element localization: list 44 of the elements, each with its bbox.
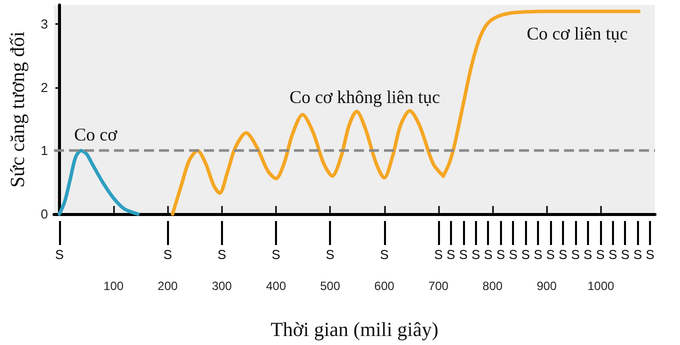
y-axis-title: Sức căng tương đối xyxy=(7,30,29,188)
ref-line-label: S xyxy=(326,247,335,262)
ref-line-label: S xyxy=(484,247,493,262)
x-tick-label: 1000 xyxy=(588,279,615,293)
ref-line-label: S xyxy=(534,247,543,262)
y-tick-label: 1 xyxy=(40,143,48,158)
ref-line-label: S xyxy=(272,247,281,262)
x-tick-label: 400 xyxy=(266,279,286,293)
ref-line-label: S xyxy=(446,247,456,262)
ref-line-label: S xyxy=(55,247,64,262)
line-series xyxy=(58,148,140,216)
ref-line-label: S xyxy=(218,247,227,262)
ref-line-label: S xyxy=(546,247,556,262)
series-label: Co cơ xyxy=(74,124,118,145)
ref-line-label: S xyxy=(458,247,468,262)
ref-line-label: S xyxy=(163,247,172,262)
ref-line-label: S xyxy=(596,247,605,262)
ref-line-label: S xyxy=(521,247,530,262)
ref-line-label: S xyxy=(558,247,568,262)
x-tick-label: 200 xyxy=(158,279,178,293)
ref-line-label: S xyxy=(508,247,518,262)
ref-line-label: S xyxy=(646,247,655,262)
ref-line-label: S xyxy=(380,247,389,262)
y-tick-label: 3 xyxy=(40,16,48,32)
ref-line-label: S xyxy=(633,247,642,262)
x-tick-label: 700 xyxy=(428,279,449,293)
y-tick-label: 0 xyxy=(40,206,48,222)
series-label: Co cơ liên tục xyxy=(526,23,628,44)
x-tick-label: 800 xyxy=(482,279,503,293)
x-axis-title: Thời gian (mili giây) xyxy=(270,319,438,341)
ref-line-label: S xyxy=(620,247,630,262)
ref-line-label: S xyxy=(608,247,618,262)
ref-line-label: S xyxy=(471,247,480,262)
ref-line-label: S xyxy=(496,247,506,262)
ref-line-label: S xyxy=(584,247,593,262)
x-tick-label: 500 xyxy=(320,279,340,293)
ref-line-label: S xyxy=(434,247,444,262)
x-tick-label: 100 xyxy=(104,279,124,293)
x-tick-label: 600 xyxy=(374,279,395,293)
x-tick-label: 300 xyxy=(212,279,232,293)
x-tick-label: 900 xyxy=(536,279,558,293)
ref-line-label: S xyxy=(571,247,580,262)
y-tick-label: 2 xyxy=(40,80,48,95)
series-label: Co cơ không liên tục xyxy=(289,86,440,107)
